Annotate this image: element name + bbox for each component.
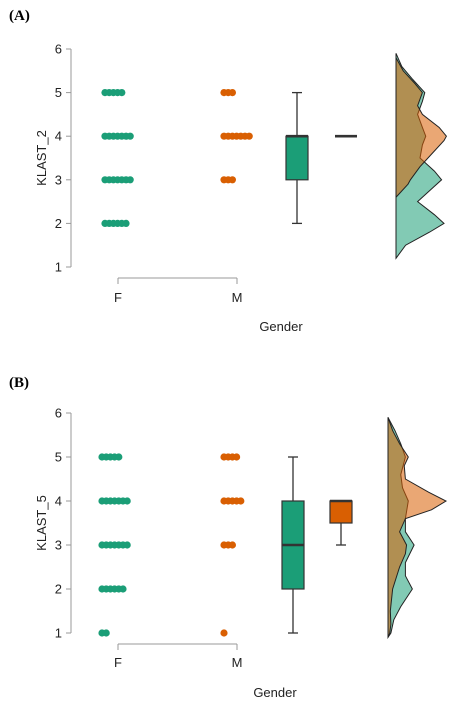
y-tick-label: 1	[55, 260, 62, 275]
data-point-f	[123, 541, 131, 549]
x-tick-label-f: F	[114, 290, 122, 305]
y-tick-label: 5	[55, 450, 62, 465]
panel-label-b: (B)	[9, 375, 29, 391]
y-tick-label: 1	[55, 626, 62, 641]
y-tick-label: 3	[55, 538, 62, 553]
data-point-m	[220, 629, 228, 637]
y-tick-label: 4	[55, 494, 62, 509]
y-axis-title: KLAST_2	[34, 130, 49, 186]
y-tick-label: 5	[55, 85, 62, 100]
y-tick-label: 6	[55, 42, 62, 57]
x-tick-label-m: M	[232, 290, 243, 305]
y-tick-label: 6	[55, 406, 62, 421]
data-point-m	[245, 132, 253, 140]
y-axis-title: KLAST_5	[34, 495, 49, 551]
boxplot-box-m	[329, 500, 353, 524]
x-tick-label-m: M	[232, 655, 243, 670]
x-tick-label-f: F	[114, 655, 122, 670]
density-cloud-m	[387, 417, 448, 638]
data-point-f	[119, 585, 127, 593]
data-point-f	[118, 89, 126, 97]
y-tick-label: 3	[55, 172, 62, 187]
data-point-m	[228, 89, 236, 97]
x-axis-title: Gender	[253, 685, 297, 700]
data-point-m	[233, 453, 241, 461]
y-tick-label: 2	[55, 216, 62, 231]
data-point-m	[237, 497, 245, 505]
panel-label-a: (A)	[9, 8, 30, 24]
x-axis-title: Gender	[259, 319, 303, 334]
y-tick-label: 4	[55, 129, 62, 144]
density-cloud-m	[395, 57, 448, 199]
data-point-m	[228, 541, 236, 549]
data-point-f	[122, 219, 130, 227]
data-point-f	[123, 497, 131, 505]
data-point-f	[126, 176, 134, 184]
data-point-m	[228, 176, 236, 184]
y-tick-label: 2	[55, 582, 62, 597]
data-point-f	[126, 132, 134, 140]
data-point-f	[115, 453, 123, 461]
data-point-f	[102, 629, 110, 637]
